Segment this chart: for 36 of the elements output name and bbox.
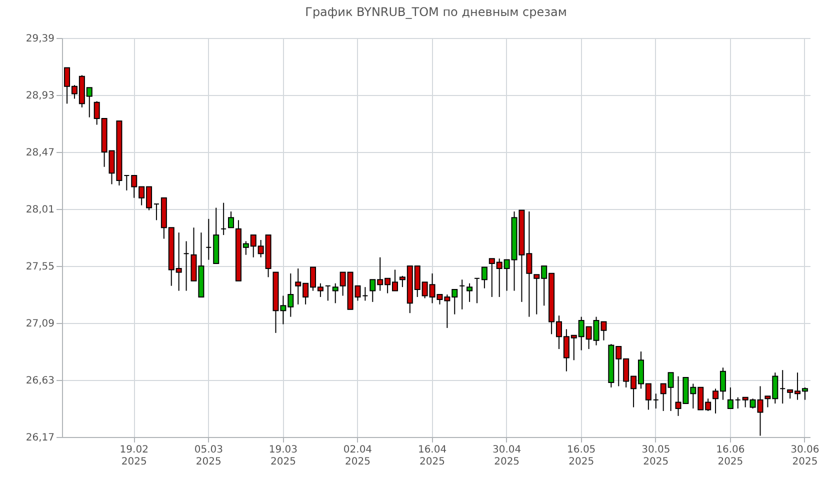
- y-tick-label: 27,55: [26, 262, 54, 272]
- candlestick: [652, 393, 659, 409]
- y-tick-label: 27,09: [26, 318, 54, 330]
- candlestick: [780, 370, 786, 404]
- candlestick: [474, 278, 480, 304]
- candlestick: [228, 210, 234, 228]
- candlestick: [124, 175, 130, 191]
- candlestick: [362, 286, 368, 302]
- x-tick-label: 19.02 2025: [120, 444, 148, 468]
- y-tick-label: 26,17: [26, 432, 54, 444]
- candlestick: [220, 202, 227, 236]
- candlestick: [332, 282, 338, 304]
- y-tick-label: 28,93: [26, 90, 54, 102]
- x-tick-label: 05.03 2025: [194, 444, 223, 468]
- candlestick: [466, 282, 473, 302]
- x-tick-label: 02.04 2025: [343, 444, 372, 468]
- x-tick-label: 16.04 2025: [418, 444, 447, 468]
- x-tick-label: 19.03 2025: [268, 444, 298, 468]
- candlestick: [734, 396, 741, 409]
- x-tick-label: 16.05 2025: [567, 444, 596, 468]
- x-tick-label: 30.05 2025: [642, 444, 670, 468]
- candlestick: [206, 218, 212, 260]
- candlestick: [153, 204, 160, 221]
- y-tick-label: 29,39: [26, 34, 54, 44]
- x-tick-label: 30.04 2025: [492, 444, 522, 468]
- x-tick-label: 16.06 2025: [716, 444, 745, 468]
- candlestick: [324, 285, 331, 302]
- chart-title: График BYNRUB_TOM по дневным срезам: [305, 5, 567, 19]
- candlestick: [183, 240, 190, 292]
- y-tick-label: 28,01: [26, 204, 54, 216]
- x-tick-label: 30.06 2025: [790, 444, 820, 468]
- candlestick: [459, 279, 466, 310]
- y-tick-label: 26,63: [26, 376, 54, 386]
- candlestick: [727, 386, 734, 409]
- y-tick-label: 28,47: [26, 148, 54, 158]
- candlestick: [481, 266, 488, 289]
